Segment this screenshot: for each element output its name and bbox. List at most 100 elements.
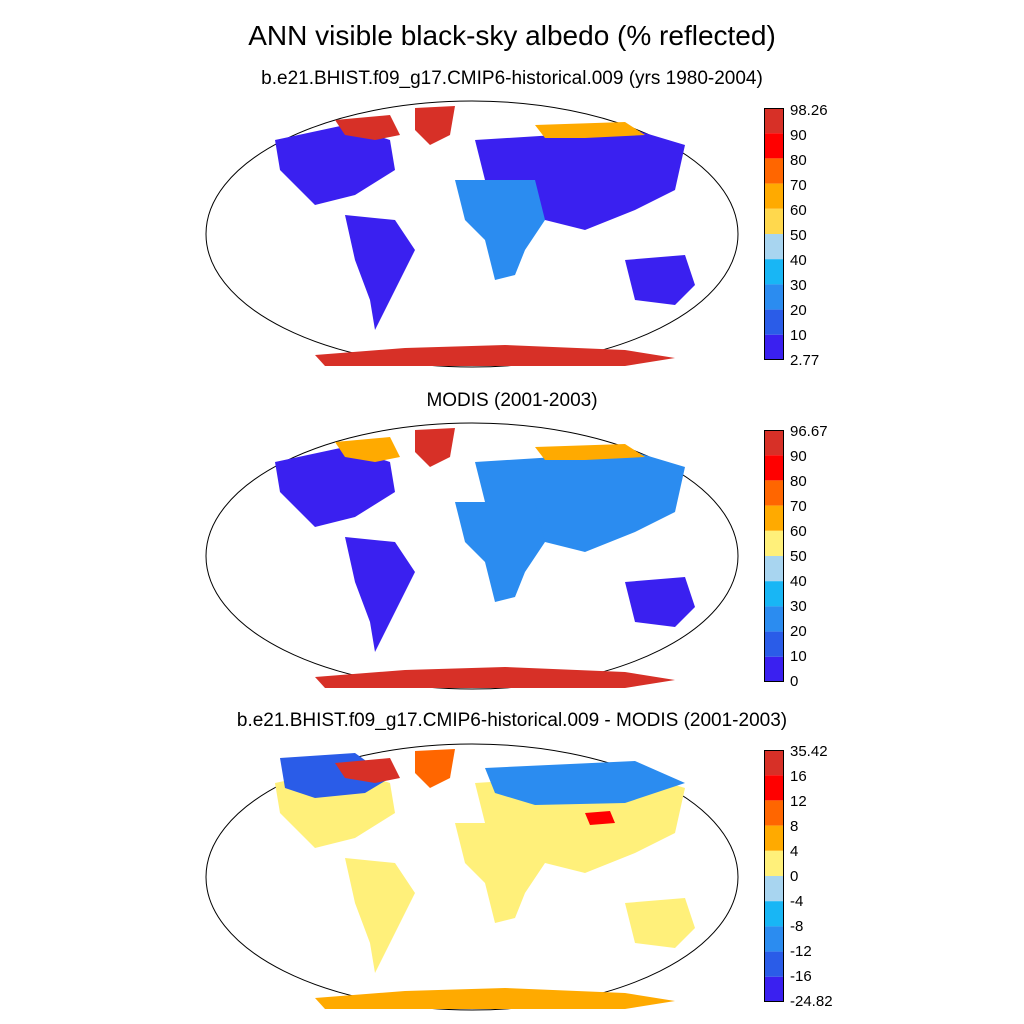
land-australia [625, 898, 695, 948]
land-greenland [415, 106, 455, 145]
colorbar-swatch [764, 825, 784, 851]
cb2-label-8: 20 [790, 623, 807, 640]
colorbar-swatch [764, 581, 784, 607]
cb2-label-4: 60 [790, 523, 807, 540]
colorbar-border [764, 108, 784, 360]
cb1-label-3: 70 [790, 177, 807, 194]
land-greenland [415, 428, 455, 467]
colorbar-swatch [764, 631, 784, 657]
colorbar-swatch [764, 234, 784, 260]
land-eurasia-boreal [485, 761, 685, 805]
cb1-label-6: 40 [790, 252, 807, 269]
cb3-label-10: -24.82 [790, 993, 833, 1010]
land-north-america [275, 447, 395, 527]
cb1-label-0: 98.26 [790, 102, 828, 119]
colorbar-swatch [764, 775, 784, 801]
cb1-label-2: 80 [790, 152, 807, 169]
cb3-label-1: 16 [790, 768, 807, 785]
land-antarctica [315, 667, 675, 688]
cb2-label-9: 10 [790, 648, 807, 665]
cb3-label-0: 35.42 [790, 743, 828, 760]
cb3-label-3: 8 [790, 818, 799, 835]
cb1-label-10: 2.77 [790, 352, 820, 369]
colorbar-swatch [764, 133, 784, 159]
colorbar-swatch [764, 505, 784, 531]
colorbar-swatch [764, 183, 784, 209]
colorbar-swatch [764, 334, 784, 360]
colorbar-swatch [764, 951, 784, 977]
colorbar-swatch [764, 656, 784, 682]
colorbar-swatch [764, 430, 784, 456]
colorbar-swatch [764, 208, 784, 234]
land-antarctica [315, 345, 675, 366]
panel-1-title: b.e21.BHIST.f09_g17.CMIP6-historical.009… [261, 68, 763, 89]
land-greenland [415, 749, 455, 788]
colorbar-swatch [764, 876, 784, 902]
colorbar-swatch [764, 530, 784, 556]
colorbar-swatch [764, 926, 784, 952]
colorbar-swatch [764, 309, 784, 335]
panel-1-colorbar [764, 108, 784, 360]
panel-2-title: MODIS (2001-2003) [426, 390, 598, 411]
cb3-label-2: 12 [790, 793, 807, 810]
colorbar-swatch [764, 750, 784, 776]
colorbar-swatch [764, 850, 784, 876]
land-siberia-snow [535, 444, 645, 460]
cb1-label-8: 20 [790, 302, 807, 319]
panel-3-map [205, 743, 740, 1011]
cb2-label-1: 90 [790, 448, 807, 465]
land-australia [625, 577, 695, 627]
colorbar-border [764, 430, 784, 682]
land-north-america [275, 125, 395, 205]
figure-title: ANN visible black-sky albedo (% reflecte… [248, 20, 776, 51]
cb1-label-5: 50 [790, 227, 807, 244]
land-australia [625, 255, 695, 305]
colorbar-swatch [764, 800, 784, 826]
colorbar-swatch [764, 556, 784, 582]
cb1-label-1: 90 [790, 127, 807, 144]
land-arctic-canada [335, 758, 400, 783]
panel-3-colorbar [764, 750, 784, 1002]
cb3-label-8: -12 [790, 943, 812, 960]
land-siberia-snow [535, 122, 645, 138]
cb2-label-2: 80 [790, 473, 807, 490]
cb3-label-5: 0 [790, 868, 799, 885]
cb1-label-9: 10 [790, 327, 807, 344]
cb2-label-3: 70 [790, 498, 807, 515]
panel-3-title: b.e21.BHIST.f09_g17.CMIP6-historical.009… [236, 710, 788, 731]
cb2-label-0: 96.67 [790, 423, 828, 440]
cb1-label-4: 60 [790, 202, 807, 219]
panel-2-map [205, 422, 740, 690]
land-antarctica [315, 988, 675, 1009]
colorbar-swatch [764, 108, 784, 134]
land-africa [455, 823, 545, 923]
land-south-america [345, 537, 415, 652]
panel-1-map [205, 100, 740, 368]
colorbar-swatch [764, 455, 784, 481]
cb1-label-7: 30 [790, 277, 807, 294]
cb2-label-6: 40 [790, 573, 807, 590]
cb3-label-7: -8 [790, 918, 804, 935]
colorbar-swatch [764, 480, 784, 506]
colorbar-swatch [764, 284, 784, 310]
land-africa [455, 180, 545, 280]
colorbar-swatch [764, 901, 784, 927]
panel-2-colorbar [764, 430, 784, 682]
cb3-label-9: -16 [790, 968, 812, 985]
colorbar-swatch [764, 259, 784, 285]
land-south-america [345, 215, 415, 330]
cb3-label-6: -4 [790, 893, 804, 910]
cb2-label-5: 50 [790, 548, 807, 565]
colorbar-border [764, 750, 784, 1002]
land-tibet [585, 811, 615, 825]
land-arctic-canada [335, 437, 400, 462]
land-south-america [345, 858, 415, 973]
colorbar-swatch [764, 976, 784, 1002]
land-arctic-canada [335, 115, 400, 140]
land-africa [455, 502, 545, 602]
colorbar-swatch [764, 606, 784, 632]
colorbar-swatch [764, 158, 784, 184]
cb2-label-10: 0 [790, 673, 799, 690]
cb2-label-7: 30 [790, 598, 807, 615]
cb3-label-4: 4 [790, 843, 799, 860]
